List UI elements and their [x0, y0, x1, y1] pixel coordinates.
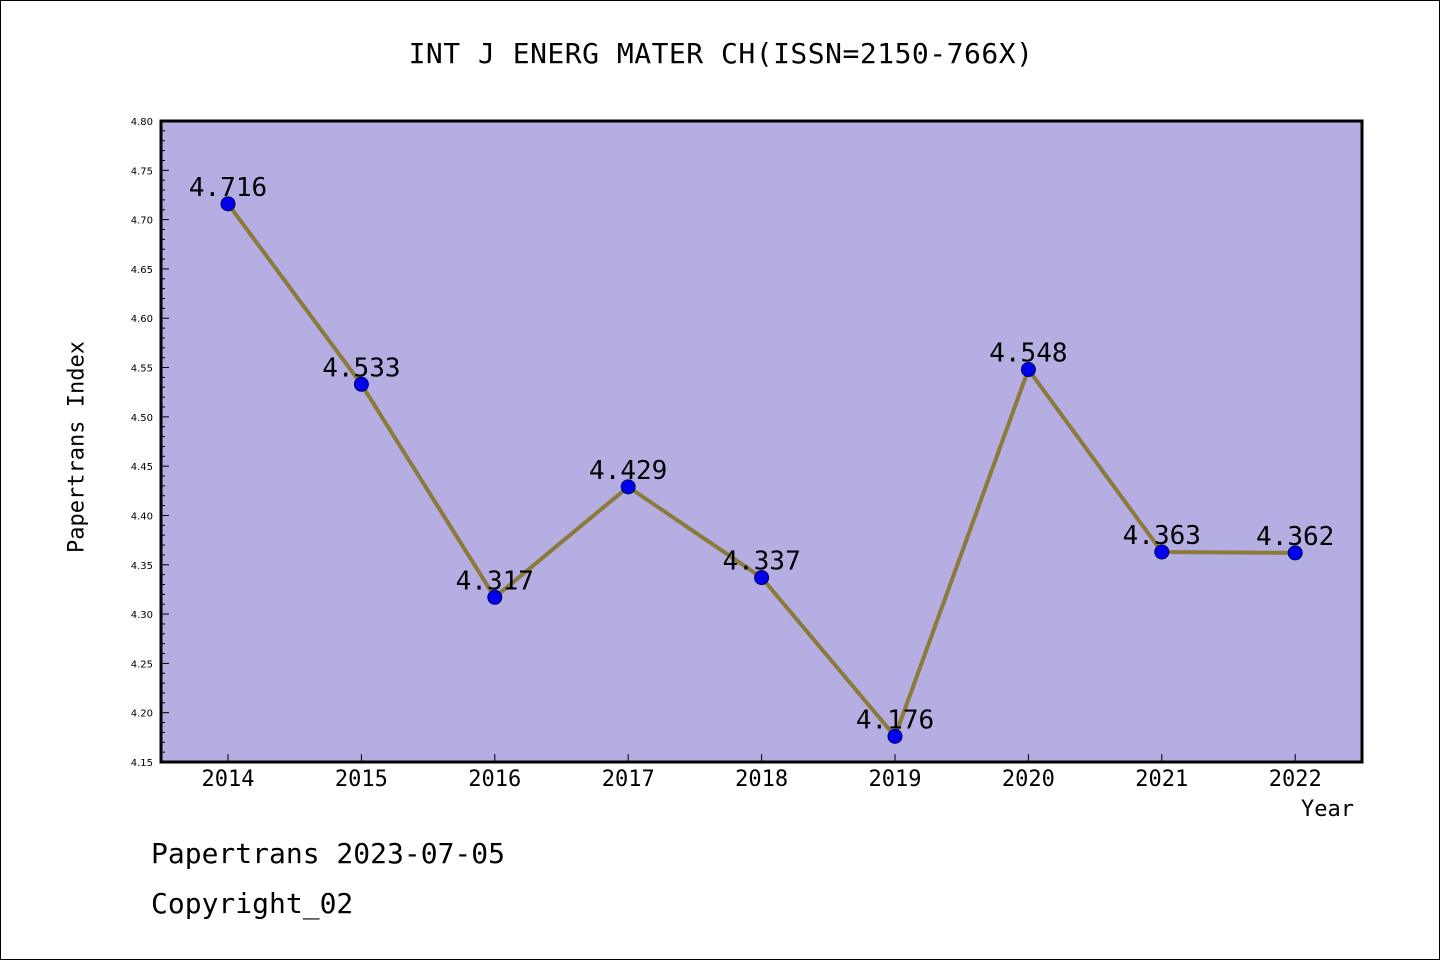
data-point — [1020, 362, 1036, 378]
data-label: 4.363 — [1123, 521, 1201, 551]
y-tick-label: 4.60 — [131, 314, 153, 325]
x-tick-label: 2018 — [735, 767, 788, 792]
y-tick-label: 4.20 — [131, 709, 153, 720]
y-tick-label: 4.40 — [131, 511, 153, 522]
footer-copyright: Copyright_02 — [151, 887, 354, 920]
footer-date: Papertrans 2023-07-05 — [151, 837, 506, 870]
x-tick-label: 2020 — [1002, 767, 1055, 792]
data-point — [487, 589, 503, 605]
x-axis: 2014 2015 2016 2017 2018 2019 2020 2021 2022 — [202, 754, 1322, 792]
y-tick-label: 4.25 — [131, 659, 153, 670]
x-axis-label: Year — [1301, 797, 1354, 822]
data-point — [1154, 544, 1170, 560]
data-point — [754, 570, 770, 586]
data-point — [887, 728, 903, 744]
plot-area — [159, 119, 1364, 764]
chart-title: INT J ENERG MATER CH(ISSN=2150-766X) — [408, 37, 1034, 70]
data-point — [353, 376, 369, 392]
data-point — [1287, 545, 1303, 561]
data-label: 4.176 — [856, 705, 934, 735]
x-tick-label: 2014 — [202, 767, 255, 792]
y-tick-label: 4.50 — [131, 413, 153, 424]
y-tick-label: 4.35 — [131, 561, 153, 572]
data-label: 4.429 — [589, 456, 667, 486]
data-label: 4.548 — [989, 339, 1067, 369]
series-markers — [220, 196, 1303, 744]
data-label: 4.337 — [722, 547, 800, 577]
data-label: 4.362 — [1256, 522, 1334, 552]
series-data-labels: 4.716 4.533 4.317 4.429 4.337 4.176 4.548 4.363… — [189, 173, 1334, 736]
x-tick-label: 2021 — [1135, 767, 1188, 792]
x-tick-label: 2015 — [335, 767, 388, 792]
data-label: 4.716 — [189, 173, 267, 203]
y-tick-label: 4.65 — [131, 265, 153, 276]
x-tick-label: 2019 — [869, 767, 922, 792]
x-tick-label: 2022 — [1269, 767, 1322, 792]
y-tick-label: 4.15 — [131, 758, 153, 769]
y-tick-label: 4.45 — [131, 462, 153, 473]
y-tick-label: 4.70 — [131, 216, 153, 227]
y-tick-label: 4.75 — [131, 166, 153, 177]
y-axis-label: Papertrans Index — [64, 341, 90, 553]
x-tick-label: 2017 — [602, 767, 655, 792]
y-axis: 4.15 4.20 4.25 4.30 4.35 4.40 4.45 4.50 4.55 4.60… — [131, 117, 169, 769]
data-label: 4.533 — [322, 353, 400, 383]
y-tick-label: 4.55 — [131, 364, 153, 375]
data-label: 4.317 — [456, 566, 534, 596]
y-tick-label: 4.30 — [131, 610, 153, 621]
x-tick-label: 2016 — [468, 767, 521, 792]
y-tick-label: 4.80 — [131, 117, 153, 128]
data-point — [220, 196, 236, 212]
data-point — [620, 479, 636, 495]
